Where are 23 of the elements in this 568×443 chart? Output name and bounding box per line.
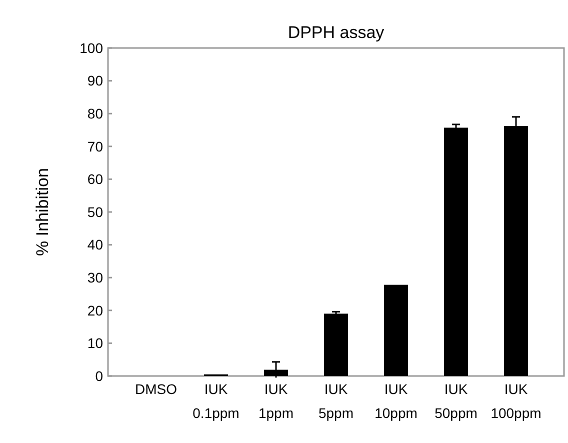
y-tick-label: 100 [80,40,104,56]
y-tick-label: 90 [87,72,104,89]
x-tick-label: DMSO [135,381,178,397]
x-tick-label: IUK 100ppm [490,381,542,421]
y-tick-label: 20 [87,302,104,318]
y-tick-label: 30 [87,270,104,286]
y-tick-label: 70 [87,138,104,154]
y-tick-label: 40 [87,236,104,253]
y-axis-title: % Inhibition [33,168,52,256]
chart-title: DPPH assay [288,23,385,42]
x-tick-label: IUK 10ppm [374,381,418,421]
bar [384,284,408,376]
y-tick-label: 80 [87,106,104,122]
y-tick-label: 60 [87,171,104,188]
y-tick-label: 0 [95,368,104,384]
bar [444,128,468,376]
y-tick-label: 10 [87,335,104,352]
bar [324,314,348,376]
x-tick-label: IUK 50ppm [434,381,478,421]
x-tick-label: IUK 0.1ppm [192,381,240,421]
y-tick-label: 50 [87,204,104,220]
x-tick-label: IUK 5ppm [318,381,354,421]
x-tick-label: IUK 1ppm [258,381,294,421]
